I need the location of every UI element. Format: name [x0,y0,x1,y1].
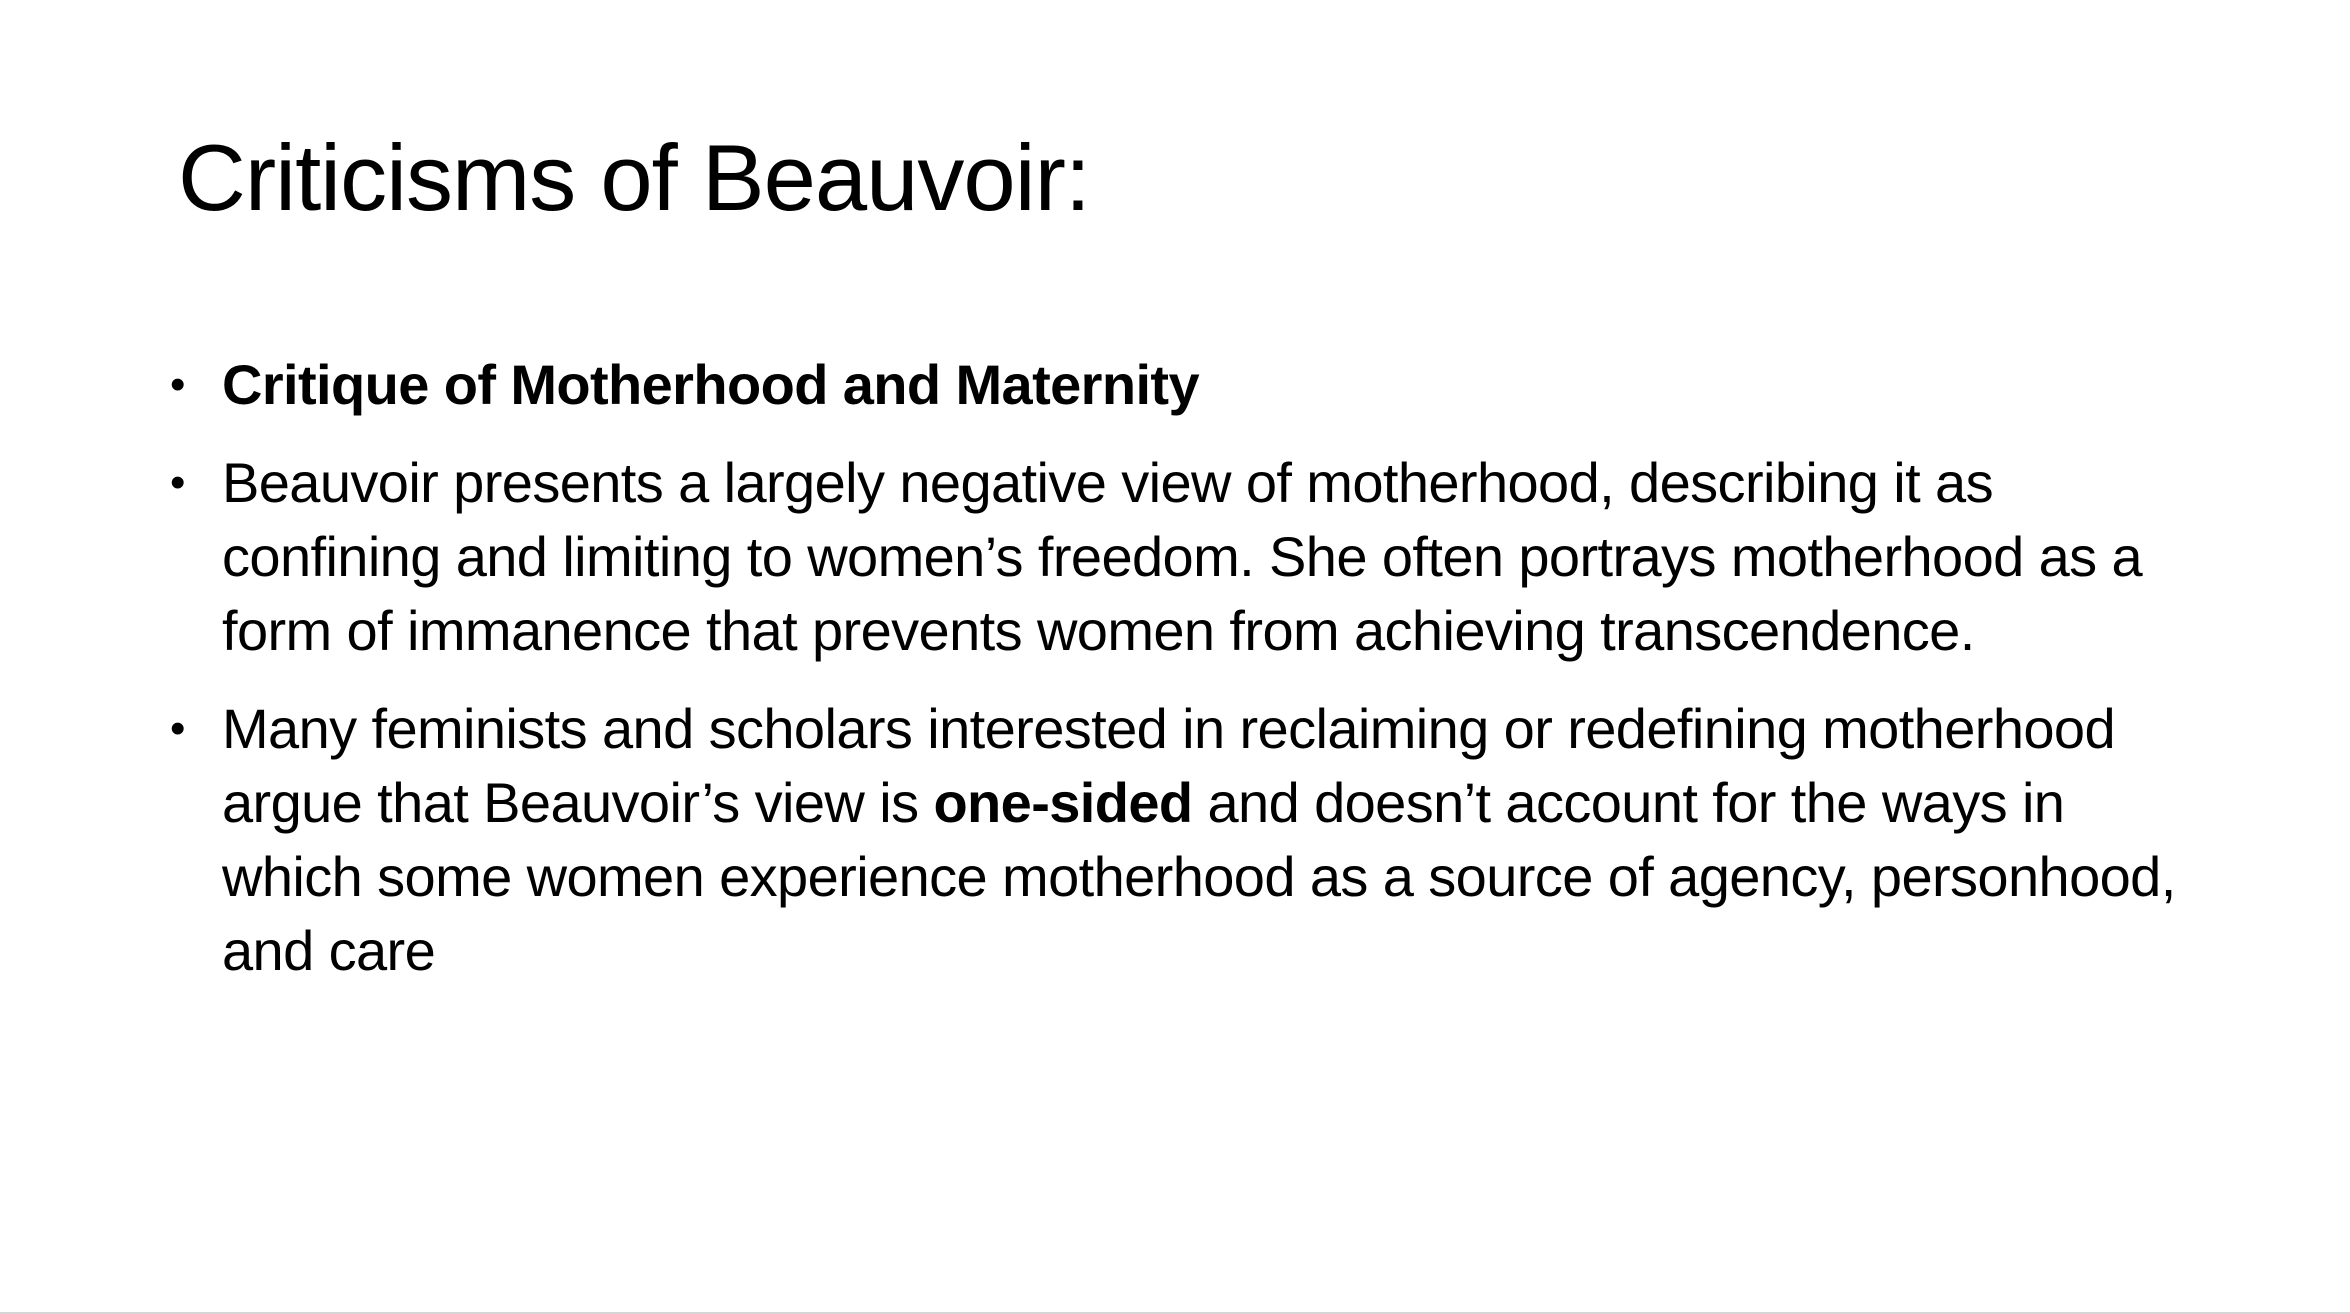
bullet-item-heading: • Critique of Motherhood and Maternity [170,348,2180,422]
bullet-item-feminist-critique: • Many feminists and scholars interested… [170,692,2180,988]
bullet-icon: • [170,360,185,409]
bullet-text-after: and doesn’t account for the ways in whic… [222,771,2176,982]
bullet-list: • Critique of Motherhood and Maternity •… [170,348,2180,1012]
bullet-text-before: Many feminists and scholars interested i… [222,697,2116,834]
slide-title: Criticisms of Beauvoir: [178,125,1091,230]
bullet-icon: • [170,458,185,507]
bullet-emphasis: one-sided [933,771,1193,834]
bullet-text: Beauvoir presents a largely negative vie… [222,451,2143,662]
bullet-heading-text: Critique of Motherhood and Maternity [222,353,1200,416]
bullet-icon: • [170,704,185,753]
bullet-item-negative-view: • Beauvoir presents a largely negative v… [170,446,2180,668]
